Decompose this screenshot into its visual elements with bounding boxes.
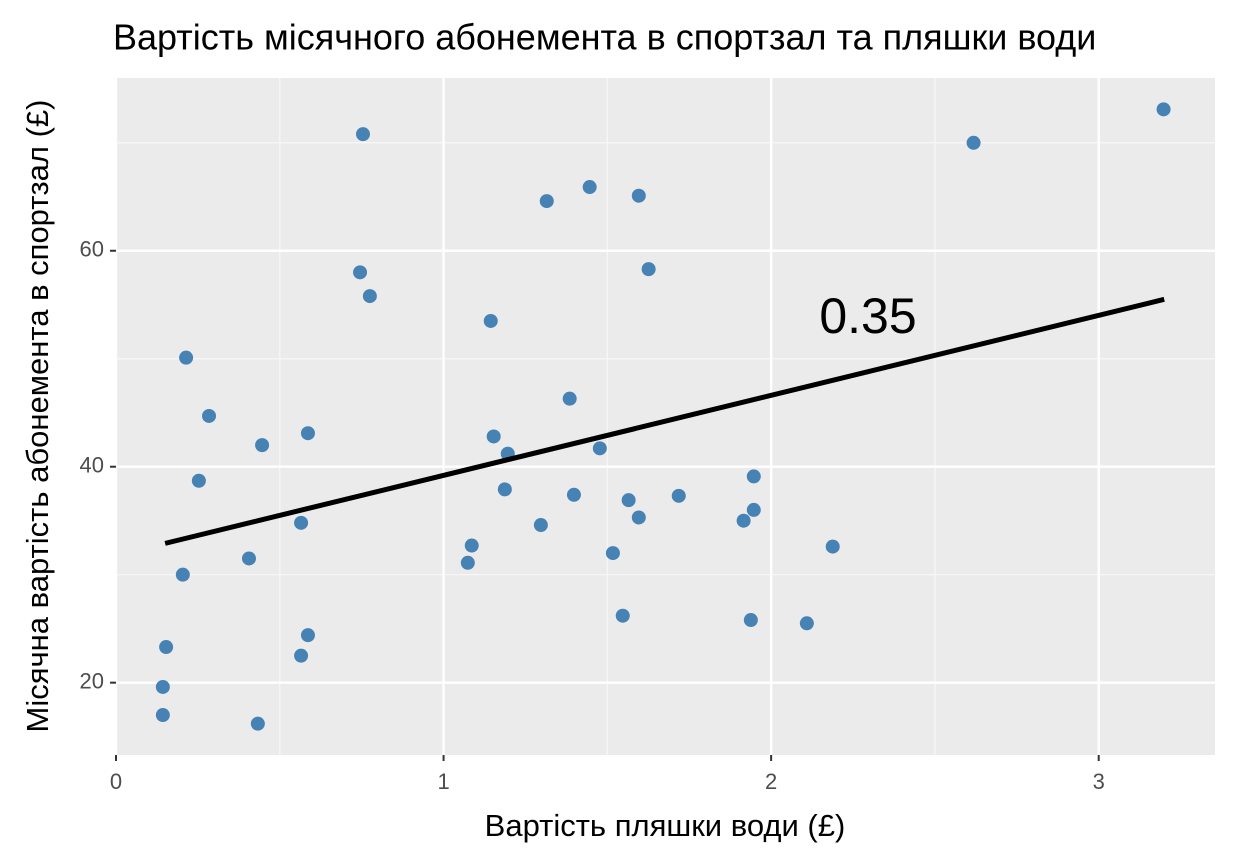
point (355, 127, 370, 142)
point (294, 515, 309, 530)
point (362, 289, 377, 304)
point (966, 135, 981, 150)
point (179, 350, 194, 365)
point (255, 438, 270, 453)
point (582, 180, 597, 195)
point (486, 429, 501, 444)
point (294, 648, 309, 663)
point (621, 493, 636, 508)
point (671, 488, 686, 503)
x-axis-title: Вартість пляшки води (£) (485, 808, 846, 843)
point (353, 265, 368, 280)
point (566, 487, 581, 502)
point (300, 628, 315, 643)
point (497, 482, 512, 497)
y-tick-label: 40 (80, 453, 104, 478)
annotation: 0.35 (819, 288, 916, 344)
x-tick-label: 1 (437, 769, 449, 794)
point (825, 539, 840, 554)
point (539, 194, 554, 209)
point (746, 469, 761, 484)
point (1156, 102, 1171, 117)
point (155, 679, 170, 694)
point (605, 546, 620, 561)
point (155, 708, 170, 723)
point (631, 510, 646, 525)
point (241, 551, 256, 566)
point (641, 262, 656, 277)
chart-title: Вартість місячного абонемента в спортзал… (113, 17, 1096, 58)
point (250, 716, 265, 731)
point (464, 538, 479, 553)
point (631, 188, 646, 203)
point (460, 555, 475, 570)
point (736, 513, 751, 528)
point (533, 518, 548, 533)
point (746, 502, 761, 517)
point (175, 567, 190, 582)
plot-panel (116, 78, 1215, 755)
point (202, 408, 217, 423)
x-tick-label: 2 (765, 769, 777, 794)
point (300, 426, 315, 441)
point (562, 391, 577, 406)
y-tick-label: 20 (80, 668, 104, 693)
point (159, 640, 174, 655)
y-tick-label: 60 (80, 237, 104, 262)
y-axis-title: Місячна вартість абонемента в спортзал (… (20, 100, 55, 733)
point (592, 441, 607, 456)
point (483, 313, 498, 328)
point (799, 616, 814, 631)
point (743, 613, 758, 628)
point (191, 473, 206, 488)
point (615, 608, 630, 623)
trend-line (164, 296, 1165, 546)
x-tick-label: 3 (1093, 769, 1105, 794)
x-tick-label: 0 (110, 769, 122, 794)
